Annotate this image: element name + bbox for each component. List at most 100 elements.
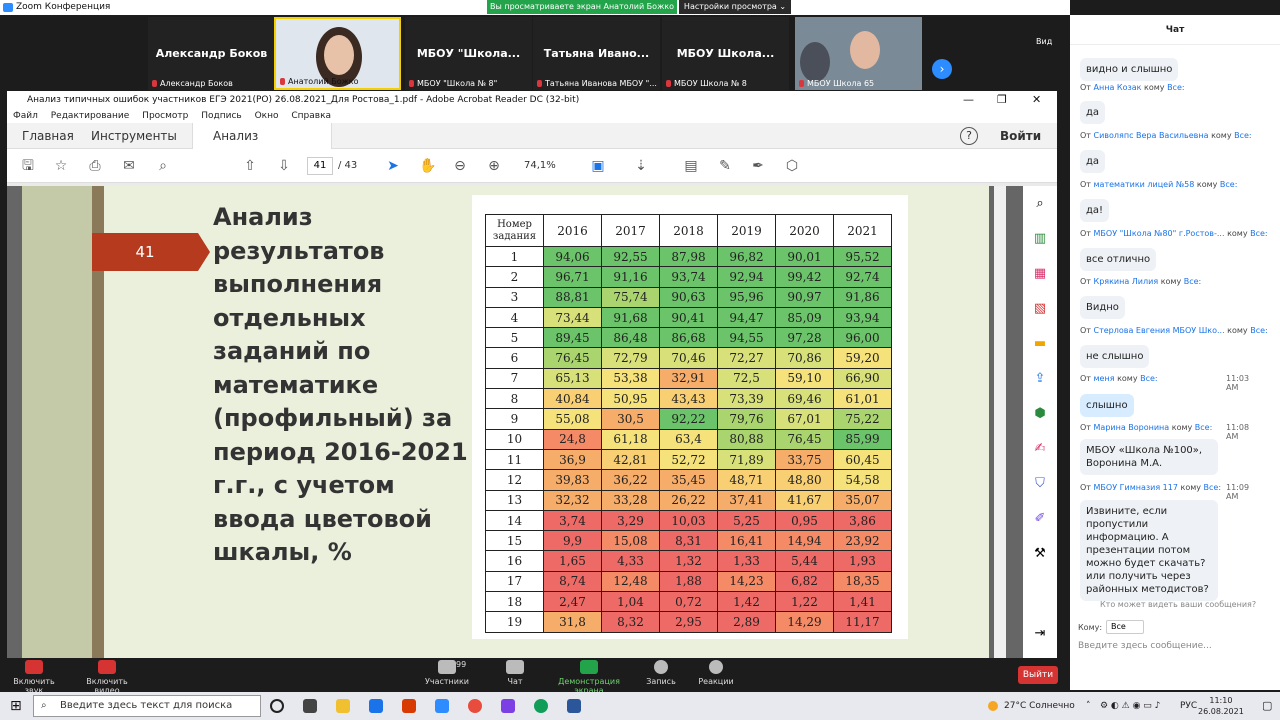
notifications-icon[interactable]: ▢ [1262, 699, 1273, 712]
zoom-taskbar-icon[interactable] [435, 699, 449, 713]
recipient-select[interactable]: Все [1106, 620, 1144, 634]
who-can-see-link[interactable]: Кто может видеть ваши сообщения? [1100, 600, 1257, 609]
result-cell: 96,71 [543, 266, 602, 288]
menu-help[interactable]: Справка [291, 111, 332, 121]
prev-page-icon[interactable]: ⇧ [244, 158, 256, 174]
save-icon[interactable]: 🖫 [22, 158, 34, 174]
print-icon[interactable]: ⎙ [89, 158, 101, 174]
maximize-icon[interactable]: ❐ [997, 93, 1007, 106]
leave-button[interactable]: Выйти [1018, 666, 1058, 684]
help-icon[interactable]: ? [960, 127, 978, 145]
clock[interactable]: 11:10 26.08.2021 [1198, 695, 1244, 717]
app-icon[interactable] [501, 699, 515, 713]
tab-document[interactable]: Анализ типичных ...✕ [192, 123, 332, 169]
windows-start-icon[interactable]: ⊞ [10, 698, 22, 714]
sign-icon[interactable]: ✍ [1034, 441, 1046, 456]
participant-tile[interactable]: МБОУ Школа... МБОУ Школа № 8 [662, 17, 789, 90]
chat-message-meta: От Марина Воронина кому Все: 11:08 AM [1080, 423, 1249, 441]
scroll-mode-icon[interactable]: ⇣ [635, 158, 647, 174]
taskbar-search-input[interactable]: ⌕ Введите здесь текст для поиска [33, 695, 261, 717]
participant-tile[interactable]: Татьяна Ивано... Татьяна Иванова МБОУ ".… [533, 17, 660, 90]
cortana-icon[interactable] [270, 699, 284, 713]
bookmark-star-icon[interactable]: ☆ [54, 158, 68, 174]
mail-icon[interactable] [369, 699, 383, 713]
search-icon[interactable]: ⌕ [159, 158, 167, 174]
zoom-in-icon[interactable]: ⊕ [488, 158, 500, 174]
chat-message-input[interactable]: Введите здесь сообщение... [1078, 641, 1212, 651]
menu-sign[interactable]: Подпись [201, 111, 242, 121]
participant-tile[interactable]: МБОУ "Школа... МБОУ "Школа № 8" [405, 17, 532, 90]
signin-button[interactable]: Войти [1000, 129, 1042, 143]
tab-home[interactable]: Главная [22, 129, 74, 143]
gallery-next-icon[interactable]: › [932, 59, 952, 79]
menu-window[interactable]: Окно [254, 111, 279, 121]
menu-edit[interactable]: Редактирование [50, 111, 130, 121]
participant-tile[interactable]: Александр Боков Александр Боков [148, 17, 275, 90]
weather-text[interactable]: 27°C Солнечно [1004, 701, 1075, 711]
participants-button[interactable]: Участники [422, 660, 472, 686]
chat-button[interactable]: Чат [500, 660, 530, 686]
record-button[interactable]: Запись [644, 660, 678, 686]
protect-icon[interactable]: ⛉ [1035, 476, 1045, 491]
chat-message-meta: От Анна Козак кому Все: [1080, 83, 1185, 92]
file-explorer-icon[interactable] [336, 699, 350, 713]
comment-icon[interactable]: ▤ [684, 158, 698, 174]
result-cell: 36,9 [543, 448, 602, 471]
next-page-icon[interactable]: ⇩ [278, 158, 290, 174]
view-button[interactable]: Вид [1036, 37, 1053, 46]
result-cell: 14,23 [717, 570, 776, 593]
document-viewer: 41 Анализ результатов выполнения отдельн… [7, 186, 1057, 658]
participant-tile[interactable]: МБОУ Школа 65 [795, 17, 922, 90]
edge-icon[interactable] [534, 699, 548, 713]
start-video-button[interactable]: Включить видео [74, 660, 140, 695]
fill-icon[interactable]: ✐ [1034, 511, 1046, 526]
organize-pages-icon[interactable]: ▦ [1033, 266, 1047, 281]
minimize-icon[interactable]: — [963, 93, 974, 106]
weather-icon [988, 701, 998, 711]
result-cell: 92,74 [833, 266, 892, 288]
chrome-icon[interactable] [468, 699, 482, 713]
more-tools-icon[interactable]: ⚒ [1034, 546, 1046, 561]
hand-tool-icon[interactable]: ✋ [419, 158, 437, 174]
result-cell: 1,88 [659, 570, 718, 593]
draw-icon[interactable]: ✒ [752, 158, 764, 174]
reactions-button[interactable]: Реакции [696, 660, 736, 686]
collapse-panel-icon[interactable]: ⇥ [1034, 626, 1046, 641]
language-indicator[interactable]: РУС [1180, 701, 1198, 711]
zoom-search-icon[interactable]: ⌕ [1036, 196, 1044, 211]
result-cell: 9,9 [543, 530, 602, 552]
tab-tools[interactable]: Инструменты [91, 129, 177, 143]
email-icon[interactable]: ✉ [123, 158, 135, 174]
task-view-icon[interactable] [303, 699, 317, 713]
start-video-label: Включить видео [86, 677, 128, 695]
participant-tile-active-speaker[interactable]: Анатолий Божко [274, 17, 401, 90]
scan-icon[interactable]: ⬢ [1034, 406, 1046, 421]
participant-name: МБОУ Школа № 8 [666, 79, 747, 88]
view-options-button[interactable]: Настройки просмотра ⌄ [679, 0, 791, 14]
vertical-scrollbar[interactable] [994, 186, 1006, 658]
tray-icons[interactable]: ⚙ ◐ ⚠ ◉ ▭ ♪ [1100, 701, 1161, 711]
create-pdf-icon[interactable]: ▧ [1033, 301, 1047, 316]
export-pdf-icon[interactable]: ▥ [1033, 231, 1047, 246]
comment-panel-icon[interactable]: ▬ [1033, 336, 1047, 351]
result-cell: 6,82 [775, 570, 834, 593]
zoom-level-select[interactable]: 74,1% [524, 160, 556, 171]
office-icon[interactable] [402, 699, 416, 713]
tray-chevron-icon[interactable]: ˄ [1086, 701, 1091, 711]
table-header-row: Номер задания 2016 2017 2018 2019 2020 2… [485, 214, 892, 247]
result-cell: 35,45 [659, 469, 718, 491]
select-cursor-icon[interactable]: ➤ [387, 158, 399, 174]
word-icon[interactable] [567, 699, 581, 713]
acrobat-toolbar: 🖫 ☆ ⎙ ✉ ⌕ ⇧ ⇩ 41 / 43 ➤ ✋ ⊖ ⊕ 74,1% ▣ ⇣ … [7, 149, 1057, 183]
zoom-out-icon[interactable]: ⊖ [454, 158, 466, 174]
menu-view[interactable]: Просмотр [142, 111, 189, 121]
menu-file[interactable]: Файл [13, 111, 38, 121]
fill-sign-icon[interactable]: ⬡ [785, 158, 799, 174]
share-icon[interactable]: ⇪ [1034, 371, 1046, 386]
highlight-pen-icon[interactable]: ✎ [719, 158, 731, 174]
share-screen-button[interactable]: Демонстрация экрана [545, 660, 633, 695]
unmute-button[interactable]: Включить звук [6, 660, 62, 695]
fit-page-icon[interactable]: ▣ [591, 158, 605, 174]
page-number-input[interactable]: 41 [307, 157, 333, 175]
close-icon[interactable]: ✕ [1032, 93, 1042, 106]
